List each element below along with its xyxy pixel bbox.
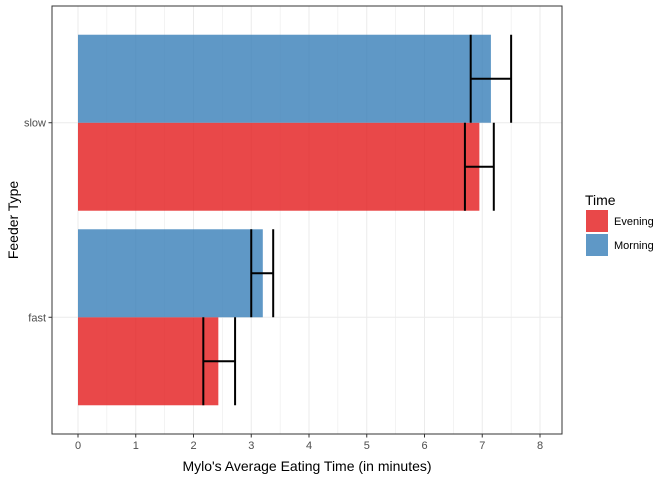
plot-border (51, 5, 563, 435)
legend-title: Time (585, 192, 616, 208)
y-axis: fast slow (24, 118, 52, 324)
x-axis: 0 1 2 3 4 5 6 7 8 (75, 434, 543, 452)
legend-key-morning (586, 234, 608, 256)
x-tick-label: 6 (421, 440, 427, 452)
y-tick-label: fast (28, 312, 46, 324)
y-tick-label: slow (24, 118, 46, 130)
legend-label-evening: Evening (614, 216, 654, 228)
bar-morning-slow (78, 34, 491, 123)
bar-evening-fast (78, 317, 219, 406)
x-tick-label: 4 (306, 440, 312, 452)
x-tick-label: 8 (537, 440, 543, 452)
bar-morning-fast (78, 229, 263, 318)
legend-key-evening (586, 210, 608, 232)
bars (78, 34, 491, 406)
x-tick-label: 1 (133, 440, 139, 452)
x-tick-label: 2 (190, 440, 196, 452)
error-bars (202, 34, 513, 406)
bar-evening-slow (78, 122, 480, 211)
y-axis-title: Feeder Type (5, 181, 21, 260)
x-tick-label: 3 (248, 440, 254, 452)
x-tick-label: 0 (75, 440, 81, 452)
x-tick-label: 5 (364, 440, 370, 452)
legend-label-morning: Morning (614, 240, 654, 252)
x-tick-label: 7 (479, 440, 485, 452)
legend: Time Evening Morning (585, 192, 654, 256)
x-axis-title: Mylo's Average Eating Time (in minutes) (182, 458, 431, 474)
